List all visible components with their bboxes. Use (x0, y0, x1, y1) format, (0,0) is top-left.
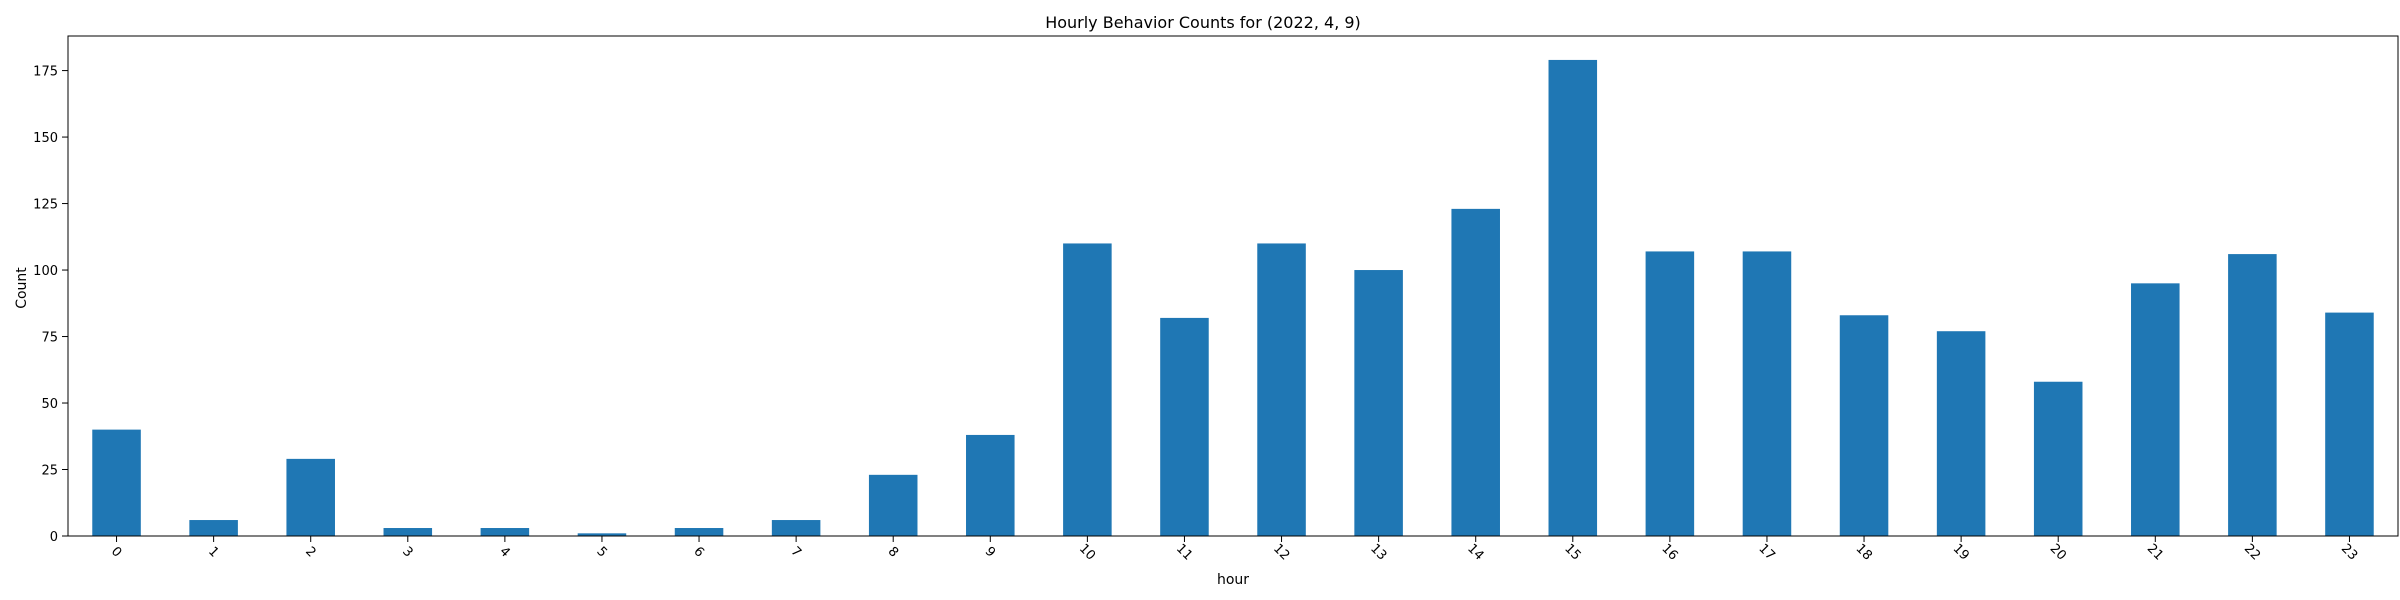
x-tick-label: 9 (982, 544, 998, 560)
x-tick-label: 15 (1561, 541, 1583, 563)
bar-hour-2 (286, 458, 335, 536)
bar-hour-11 (1160, 317, 1209, 536)
bar-hour-1 (189, 520, 238, 536)
x-tick-label: 0 (108, 544, 124, 560)
y-tick-label: 25 (41, 464, 58, 479)
bar-series (92, 59, 2374, 536)
bar-hour-10 (1063, 243, 1112, 536)
bar-hour-14 (1451, 208, 1500, 536)
y-tick-label: 50 (41, 397, 58, 412)
x-tick-label: 16 (1658, 541, 1680, 563)
x-tick-label: 17 (1755, 541, 1777, 563)
x-axis-label: hour (1217, 572, 1249, 588)
plot-frame (67, 35, 2399, 537)
x-tick-label: 14 (1464, 541, 1486, 563)
x-tick-label: 23 (2338, 541, 2360, 563)
chart-title: Hourly Behavior Counts for (2022, 4, 9) (1045, 13, 1361, 32)
bar-hour-22 (2228, 254, 2277, 536)
y-tick-label: 0 (50, 530, 58, 545)
bar-hour-20 (2033, 381, 2083, 536)
bar-hour-23 (2325, 312, 2374, 536)
x-tick-label: 10 (1076, 541, 1098, 563)
x-tick-label: 3 (399, 544, 415, 560)
x-tick-label: 8 (885, 544, 901, 560)
x-tick-label: 2 (302, 544, 318, 560)
x-tick-label: 6 (690, 544, 706, 560)
x-tick-label: 12 (1270, 541, 1292, 563)
bar-hour-18 (1839, 315, 1889, 536)
bar-hour-21 (2131, 283, 2180, 536)
x-tick-label: 13 (1367, 541, 1389, 563)
x-tick-label: 4 (496, 544, 512, 560)
bar-hour-6 (674, 528, 724, 536)
y-axis-label: Count (14, 267, 30, 309)
y-tick-label: 75 (41, 331, 58, 346)
bar-hour-0 (92, 429, 141, 536)
x-tick-label: 1 (205, 544, 221, 560)
bar-hour-15 (1548, 59, 1598, 536)
bar-hour-17 (1742, 251, 1792, 536)
x-tick-label: 5 (593, 544, 609, 560)
y-tick-label: 100 (33, 264, 58, 279)
y-tick-label: 125 (33, 198, 58, 213)
x-tick-label: 20 (2047, 541, 2069, 563)
y-axis: 0 25 50 75 100 125 150 175 (33, 65, 68, 545)
x-tick-label: 7 (788, 544, 804, 560)
x-tick-label: 22 (2241, 541, 2263, 563)
x-axis: 0 1 2 3 4 5 6 7 8 9 10 11 12 13 14 15 16 17 18 19 20 21 22 23 (108, 536, 2360, 564)
y-tick-label: 175 (33, 65, 58, 80)
bar-hour-5 (577, 533, 627, 536)
bar-hour-12 (1257, 243, 1306, 536)
x-tick-label: 11 (1173, 541, 1195, 563)
bar-hour-7 (771, 520, 821, 536)
bar-hour-8 (868, 474, 918, 536)
y-tick-label: 150 (33, 131, 58, 146)
bar-hour-16 (1645, 251, 1695, 536)
bar-hour-9 (966, 434, 1015, 536)
x-tick-label: 19 (1950, 541, 1972, 563)
bar-hour-13 (1354, 270, 1403, 536)
x-tick-label: 21 (2144, 541, 2166, 563)
bar-hour-4 (480, 528, 530, 536)
x-tick-label: 18 (1853, 541, 1875, 563)
bar-hour-3 (383, 528, 433, 536)
bar-hour-19 (1936, 331, 1986, 536)
